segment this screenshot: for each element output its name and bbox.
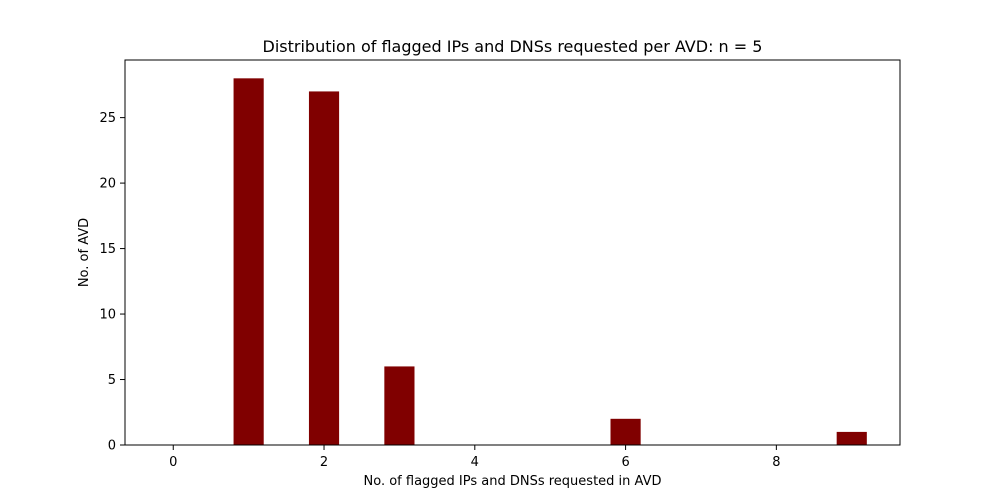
y-tick-label: 15: [99, 242, 116, 257]
y-axis-label: No. of AVD: [77, 218, 92, 287]
x-tick-label: 4: [471, 455, 479, 470]
x-tick-label: 0: [169, 455, 177, 470]
bar-3: [384, 366, 415, 445]
y-tick-label: 5: [108, 373, 116, 388]
x-tick-label: 2: [320, 455, 328, 470]
bars-group: [233, 78, 867, 445]
y-axis-ticks: 0 5 10 15 20 25: [99, 111, 125, 454]
x-tick-label: 8: [772, 455, 780, 470]
bar-1: [233, 78, 264, 445]
x-axis-ticks: 0 2 4 6 8: [169, 445, 781, 470]
y-tick-label: 10: [99, 308, 116, 323]
plot-frame: [124, 59, 901, 446]
y-tick-label: 0: [108, 439, 116, 454]
y-tick-label: 25: [99, 111, 116, 126]
x-axis-label: No. of flagged IPs and DNSs requested in…: [364, 474, 662, 489]
bar-2: [308, 91, 340, 445]
chart-title: Distribution of flagged IPs and DNSs req…: [263, 37, 763, 56]
bar-9: [836, 431, 867, 445]
y-tick-label: 20: [99, 177, 116, 192]
bar-6: [610, 418, 641, 445]
x-tick-label: 6: [621, 455, 629, 470]
